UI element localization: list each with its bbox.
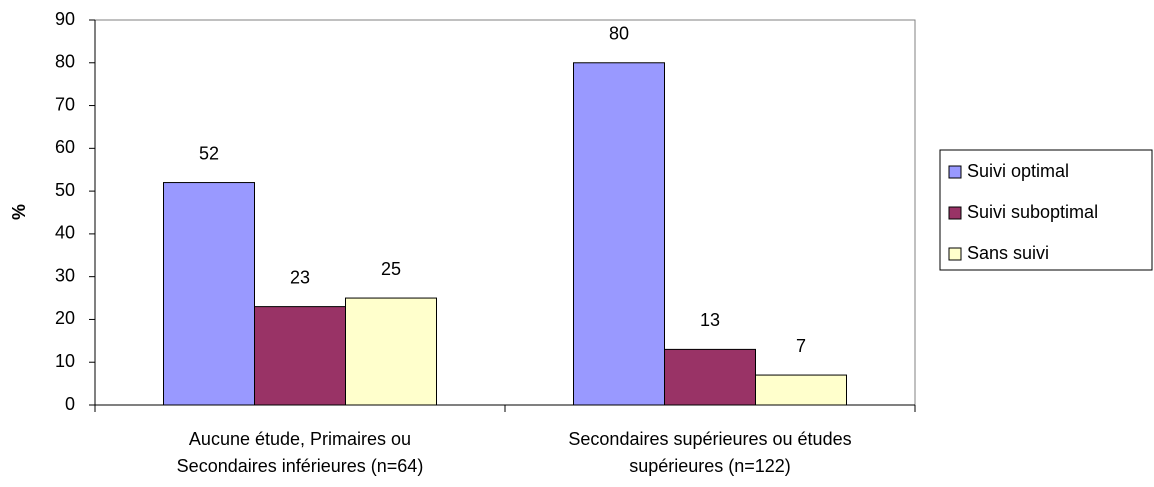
legend-label: Suivi suboptimal <box>967 202 1098 222</box>
y-tick-label: 10 <box>55 351 75 371</box>
y-tick-label: 40 <box>55 223 75 243</box>
bar <box>163 182 255 406</box>
y-tick-label: 50 <box>55 180 75 200</box>
data-label: 25 <box>381 259 401 279</box>
y-tick-label: 90 <box>55 9 75 29</box>
y-axis-label: % <box>9 204 29 220</box>
y-tick-label: 80 <box>55 52 75 72</box>
bar <box>573 62 665 406</box>
legend-box <box>939 149 1153 271</box>
x-tick-label: Aucune étude, Primaires ou <box>189 429 411 449</box>
y-tick-label: 0 <box>65 394 75 414</box>
data-label: 23 <box>290 267 310 287</box>
legend-label: Sans suivi <box>967 243 1049 263</box>
y-tick-label: 30 <box>55 265 75 285</box>
legend-swatch <box>948 247 962 261</box>
legend-label: Suivi optimal <box>967 161 1069 181</box>
bar <box>755 374 847 406</box>
y-tick-label: 70 <box>55 94 75 114</box>
x-tick-label: Secondaires inférieures (n=64) <box>177 456 424 476</box>
data-label: 13 <box>700 310 720 330</box>
data-label: 7 <box>796 336 806 356</box>
bar <box>254 306 346 406</box>
bar <box>664 348 756 406</box>
data-label: 52 <box>199 143 219 163</box>
legend-swatch <box>948 165 962 179</box>
x-tick-label: supérieures (n=122) <box>629 456 791 476</box>
legend-swatch <box>948 206 962 220</box>
bar <box>345 297 437 406</box>
y-tick-label: 20 <box>55 308 75 328</box>
data-label: 80 <box>609 24 629 44</box>
x-tick-label: Secondaires supérieures ou études <box>568 429 851 449</box>
y-tick-label: 60 <box>55 137 75 157</box>
